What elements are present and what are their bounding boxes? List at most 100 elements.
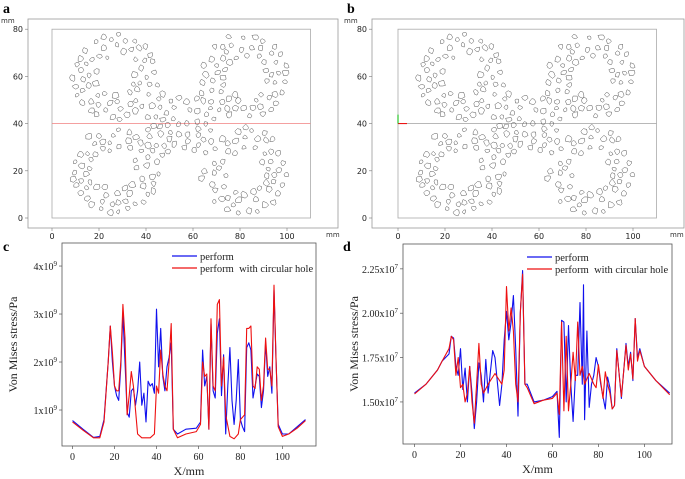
aggregate-particle <box>530 131 537 138</box>
aggregate-particle <box>606 38 612 44</box>
aggregate-particle <box>571 34 578 40</box>
aggregate-particle <box>187 107 193 113</box>
aggregate-particle <box>490 74 496 80</box>
aggregate-particle <box>185 138 191 145</box>
aggregate-particle <box>225 58 234 66</box>
aggregate-particle <box>539 108 547 115</box>
aggregate-particle <box>224 206 232 213</box>
aggregate-particle <box>254 209 260 214</box>
aggregate-particle <box>566 82 572 88</box>
aggregate-particle <box>146 81 153 87</box>
aggregate-particle <box>132 201 138 207</box>
aggregate-particle <box>570 104 577 113</box>
aggregate-particle <box>156 171 161 177</box>
aggregate-particle <box>207 99 214 105</box>
series-line-with-hole <box>414 273 671 424</box>
aggregate-particle <box>453 100 460 106</box>
aggregate-particle <box>175 130 183 138</box>
aggregate-particle <box>259 111 266 117</box>
aggregate-particle <box>181 144 187 151</box>
aggregate-particle <box>253 196 260 203</box>
aggregate-particle <box>247 113 253 119</box>
aggregate-particle <box>445 145 452 152</box>
aggregate-particle <box>566 44 572 50</box>
aggregate-particle <box>83 170 90 177</box>
aggregate-particle <box>617 172 624 178</box>
aggregate-particle <box>280 160 286 166</box>
aggregate-particle <box>614 107 620 112</box>
aggregate-particle <box>220 82 226 88</box>
aggregate-particle <box>522 121 528 128</box>
aggregate-particle <box>116 32 121 37</box>
aggregate-particle <box>610 78 616 84</box>
aggregate-particle <box>479 164 486 171</box>
aggregate-particle <box>537 147 543 154</box>
aggregate-particle <box>130 81 136 87</box>
aggregate-particle <box>209 181 216 188</box>
aggregate-particle <box>489 162 496 169</box>
aggregate-particle <box>275 189 281 197</box>
aggregate-particle <box>282 70 290 76</box>
x-axis-label: X/mm <box>174 464 205 478</box>
aggregate-particle <box>142 43 149 50</box>
y-tick-label: 4x109 <box>34 260 58 273</box>
aggregate-particle <box>462 209 466 215</box>
x-tick-label: 20 <box>94 232 104 241</box>
aggregate-particle <box>517 140 524 148</box>
aggregate-particle <box>514 98 519 104</box>
aggregate-particle <box>142 57 148 63</box>
aggregate-particle <box>89 57 95 62</box>
aggregate-particle <box>261 130 268 136</box>
aggregate-particle <box>477 71 485 79</box>
aggregate-particle <box>116 209 120 215</box>
aggregate-particle <box>429 170 436 177</box>
aggregate-particle <box>99 138 107 146</box>
aggregate-particle <box>435 57 441 62</box>
aggregate-particle <box>123 111 131 119</box>
panel-a-geometry: 0 20 40 60 80 100 0 20 40 60 80 <box>13 18 339 241</box>
aggregate-particle <box>463 106 470 112</box>
aggregate-particle <box>591 207 598 215</box>
aggregate-particle <box>478 134 487 141</box>
aggregate-particle <box>577 91 585 99</box>
aggregate-particle <box>456 132 462 138</box>
aggregate-particle <box>211 44 218 50</box>
aggregate-particle <box>218 88 224 95</box>
aggregate-particle <box>175 95 183 101</box>
aggregate-particle <box>220 184 227 190</box>
aggregate-particle <box>577 104 585 112</box>
aggregate-particle <box>441 102 448 108</box>
aggregate-particle <box>470 205 477 212</box>
aggregate-particle <box>200 96 206 105</box>
aggregate-particle <box>96 133 103 139</box>
y-tick-mantissa: 1.75x10 <box>362 354 395 365</box>
aggregate-particle <box>282 79 288 85</box>
aggregate-particle <box>503 104 509 110</box>
aggregate-particle <box>502 171 507 177</box>
y-tick-label: 60 <box>357 72 367 81</box>
y-tick-exponent: 9 <box>54 308 58 316</box>
aggregate-particle <box>445 138 453 146</box>
aggregate-particle <box>114 189 122 197</box>
aggregate-particle <box>430 61 435 67</box>
aggregate-particle <box>272 79 278 85</box>
aggregate-particle <box>578 150 584 156</box>
aggregate-particle <box>449 192 456 199</box>
aggregate-particle <box>82 47 88 54</box>
aggregate-particle <box>84 151 90 156</box>
aggregate-particle <box>544 175 551 182</box>
aggregate-particle <box>579 55 585 60</box>
aggregate-particle <box>484 64 490 72</box>
aggregate-particle <box>600 209 606 214</box>
y-tick-exponent: 7 <box>395 352 399 360</box>
aggregate-particle <box>621 189 627 197</box>
aggregate-particle <box>434 156 440 163</box>
aggregate-particle <box>106 209 114 217</box>
aggregate-particle <box>616 178 623 185</box>
y-tick-mantissa: 4x10 <box>34 262 54 273</box>
aggregate-particle <box>431 82 438 89</box>
aggregate-particle <box>150 69 157 75</box>
aggregate-particle <box>150 187 156 195</box>
aggregate-particle <box>203 150 209 156</box>
aggregate-particle <box>99 206 104 211</box>
